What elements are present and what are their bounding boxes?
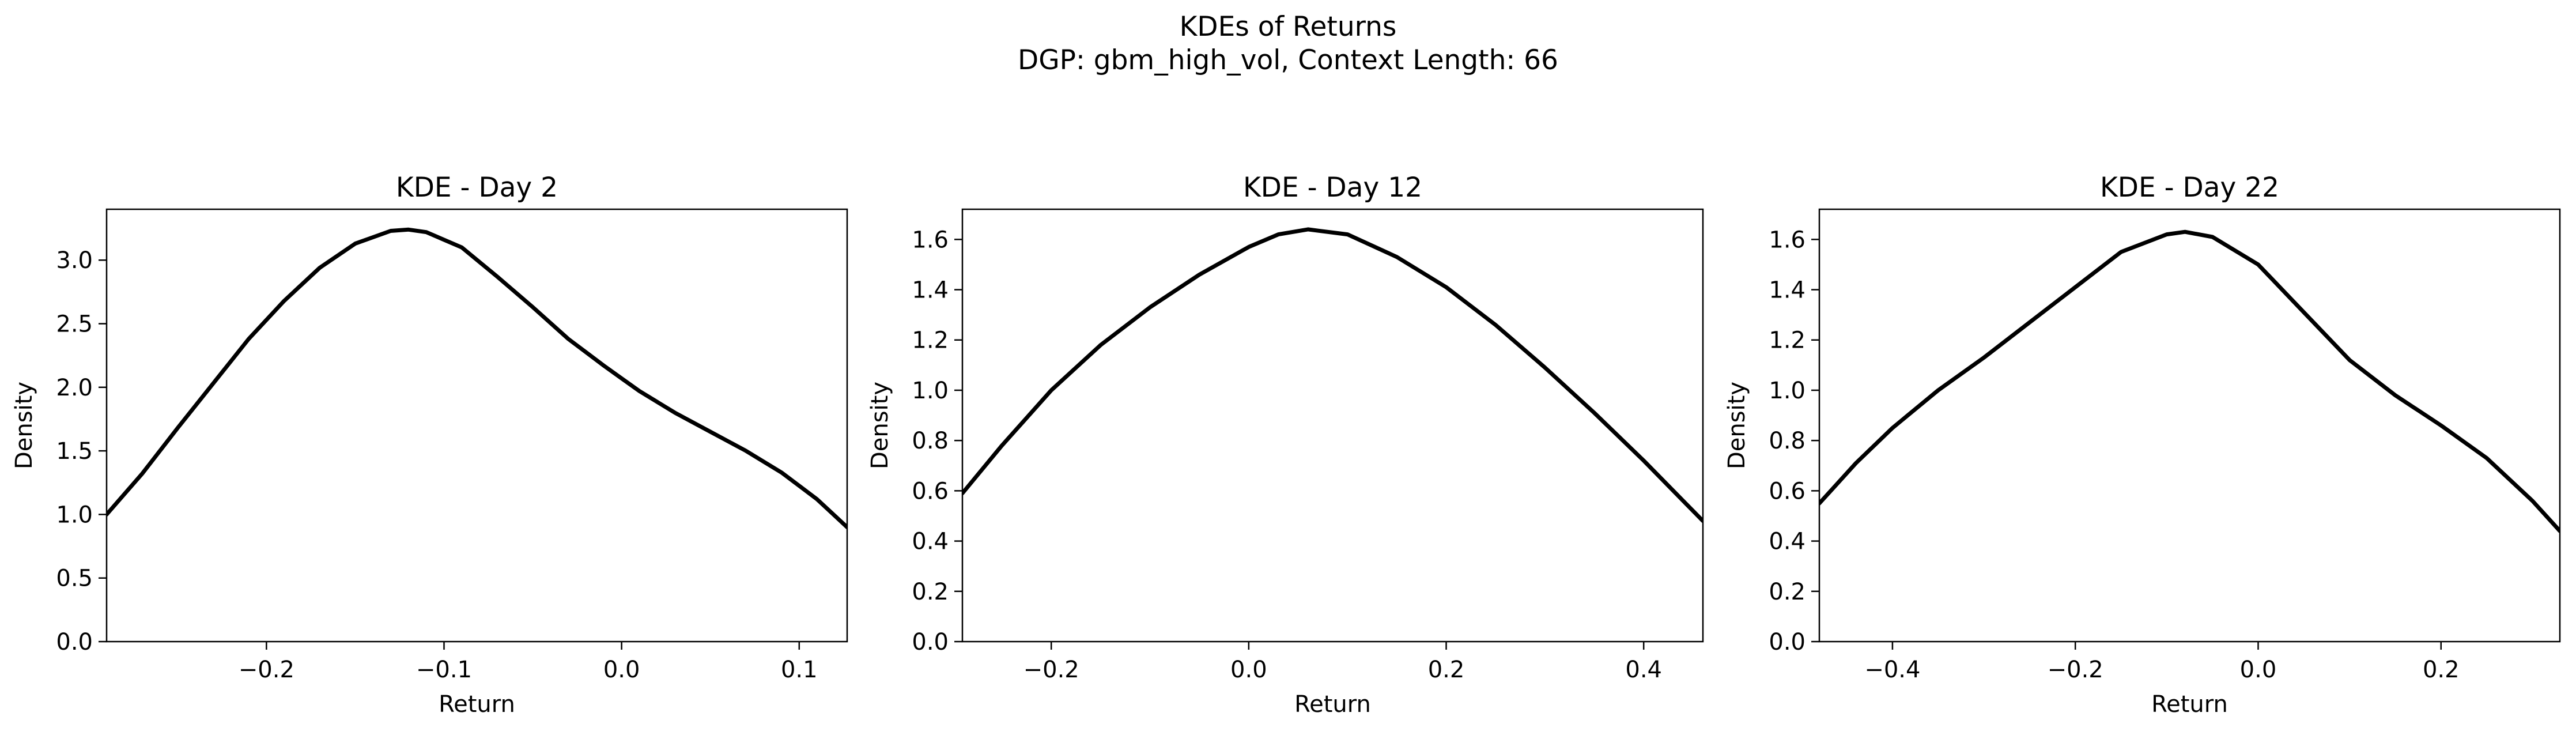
subplot-grid: −0.2 −0.1 0.0 0.1 0.0 0.5 1.0 1.5 2.0 2.5 3.0 KDE -… — [11, 172, 2561, 718]
x-tick-label: −0.1 — [416, 657, 472, 683]
y-tick-label: 1.4 — [912, 277, 949, 304]
subplot-title: KDE - Day 12 — [1243, 172, 1422, 203]
subplot-title: KDE - Day 22 — [2100, 172, 2279, 203]
y-tick-label: 0.6 — [912, 478, 949, 504]
y-tick-label: 0.6 — [1769, 478, 1806, 504]
x-tick-label: 0.2 — [2423, 657, 2460, 683]
y-tick-label: 0.2 — [912, 579, 949, 605]
x-tick-label: −0.4 — [1864, 657, 1920, 683]
x-tick-label: −0.2 — [2048, 657, 2103, 683]
y-tick-label: 2.0 — [56, 375, 93, 401]
x-axis-label: Return — [1294, 691, 1371, 718]
subplot-3: −0.4 −0.2 0.0 0.2 0.0 0.2 0.4 0.6 0.8 1.0 1.2 1.4 1.… — [1724, 172, 2561, 718]
y-tick-label: 0.0 — [1769, 629, 1806, 655]
y-axis-label: Density — [1724, 382, 1750, 469]
y-tick-label: 1.0 — [1769, 378, 1806, 404]
x-axis-label: Return — [439, 691, 515, 718]
axes-frame — [1818, 208, 2561, 643]
axes-frame — [961, 208, 1704, 643]
x-tick-label: 0.0 — [1230, 657, 1267, 683]
subplot-1: −0.2 −0.1 0.0 0.1 0.0 0.5 1.0 1.5 2.0 2.5 3.0 KDE -… — [11, 172, 848, 718]
y-axis-label: Density — [11, 382, 37, 469]
x-tick-label: 0.0 — [603, 657, 640, 683]
y-tick-label: 0.8 — [1769, 428, 1806, 454]
y-tick-label: 1.0 — [912, 378, 949, 404]
y-tick-label: 0.5 — [56, 566, 93, 592]
x-tick-label: 0.0 — [2240, 657, 2277, 683]
y-tick-label: 0.8 — [912, 428, 949, 454]
axes-frame — [105, 208, 848, 643]
y-tick-label: 1.6 — [1769, 227, 1806, 253]
suptitle-line1: KDEs of Returns — [1180, 11, 1397, 43]
kde-line — [1819, 229, 2560, 533]
y-tick-label: 0.4 — [912, 529, 949, 555]
y-axis-label: Density — [867, 382, 893, 469]
kde-line — [962, 227, 1703, 523]
y-tick-label: 3.0 — [56, 247, 93, 274]
y-tick-label: 1.0 — [56, 502, 93, 528]
y-tick-label: 0.0 — [56, 629, 93, 655]
y-tick-label: 2.5 — [56, 311, 93, 338]
y-tick-label: 1.2 — [1769, 327, 1806, 354]
y-tick-label: 1.5 — [56, 438, 93, 465]
kde-line — [107, 227, 847, 529]
x-tick-label: 0.2 — [1428, 657, 1465, 683]
suptitle-line2: DGP: gbm_high_vol, Context Length: 66 — [1018, 44, 1558, 76]
x-tick-label: 0.1 — [781, 657, 818, 683]
y-tick-label: 0.2 — [1769, 579, 1806, 605]
y-tick-label: 0.4 — [1769, 529, 1806, 555]
x-tick-label: −0.2 — [1023, 657, 1079, 683]
y-tick-label: 1.4 — [1769, 277, 1806, 304]
subplot-title: KDE - Day 2 — [396, 172, 558, 203]
y-tick-label: 0.0 — [912, 629, 949, 655]
y-tick-label: 1.6 — [912, 227, 949, 253]
x-tick-label: −0.2 — [239, 657, 294, 683]
x-tick-label: 0.4 — [1625, 657, 1662, 683]
x-axis-label: Return — [2151, 691, 2228, 718]
subplot-2: −0.2 0.0 0.2 0.4 0.0 0.2 0.4 0.6 0.8 1.0 1.2 1.4 1.6… — [867, 172, 1704, 718]
y-tick-label: 1.2 — [912, 327, 949, 354]
